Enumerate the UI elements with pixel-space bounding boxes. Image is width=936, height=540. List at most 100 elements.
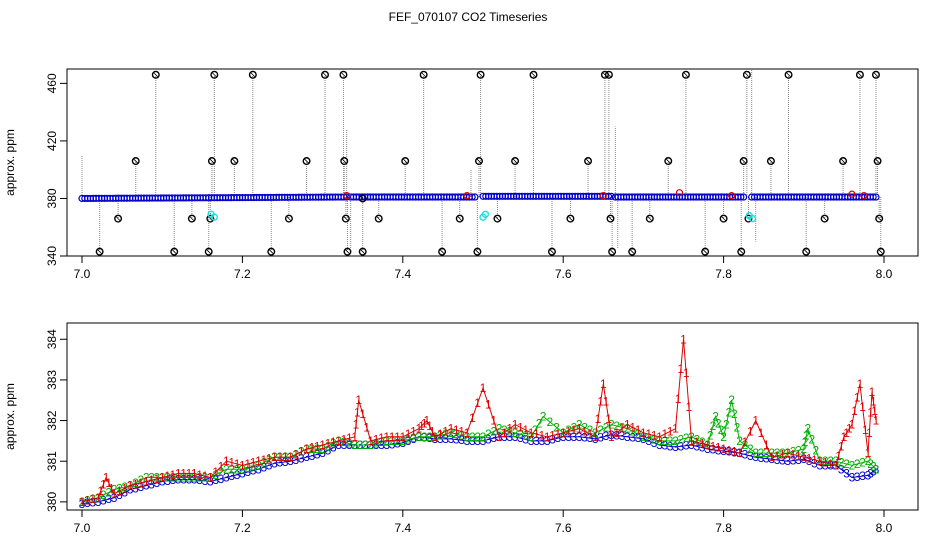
series-point-3: 3	[490, 431, 497, 445]
series-point-1: 1	[399, 430, 406, 444]
series-point-1: 1	[137, 476, 144, 490]
series-point-1: 1	[415, 422, 422, 436]
series-point-3: 3	[234, 468, 241, 482]
series-point-3: 3	[581, 431, 588, 445]
series-point-2: 2	[710, 419, 717, 433]
series-point-3: 3	[255, 462, 262, 476]
series-point-3: 3	[597, 431, 604, 445]
outlier-ring	[187, 214, 196, 223]
outlier-point	[737, 247, 746, 256]
series-point-1: 1	[426, 419, 433, 433]
outlier-point	[343, 247, 352, 256]
series-point-1: 1	[432, 430, 439, 444]
x-tick-label: 7.4	[394, 267, 411, 281]
series-point-3: 3	[480, 434, 487, 448]
outlier-ring	[604, 70, 613, 79]
series-point-3: 3	[624, 430, 631, 444]
series-point-3: 3	[768, 452, 775, 466]
series-point-3: 3	[699, 441, 706, 455]
series-point-2: 2	[111, 483, 118, 497]
outlier-cross	[721, 216, 726, 221]
series-point-1: 1	[699, 437, 706, 451]
series-point-1: 1	[359, 407, 366, 421]
series-point-1: 1	[629, 420, 636, 434]
outlier-ring	[493, 214, 502, 223]
series-point-2: 2	[619, 420, 626, 434]
series-point-3: 3	[293, 453, 300, 467]
outlier-ring	[547, 247, 556, 256]
series-point-3: 3	[806, 454, 813, 468]
outlier-ring	[210, 70, 219, 79]
series-point-3: 3	[763, 452, 770, 466]
series-point-3: 3	[319, 446, 326, 460]
outlier-cross	[153, 72, 159, 78]
series-point-2: 2	[255, 458, 262, 472]
outlier-cross	[209, 158, 215, 164]
series-point-3: 3	[742, 447, 749, 461]
series-point-3: 3	[186, 473, 193, 487]
series-point-1: 1	[355, 393, 362, 407]
outlier-ring	[737, 247, 746, 256]
series-point-2: 2	[410, 431, 417, 445]
plot-frame	[66, 68, 919, 257]
outlier-point	[284, 214, 293, 223]
series-point-2: 2	[742, 438, 749, 452]
outlier-ring	[875, 214, 884, 223]
outlier-ring	[739, 157, 748, 166]
series-point-1: 1	[865, 446, 872, 460]
outlier-ring	[248, 70, 257, 79]
series-point-1: 1	[363, 420, 370, 434]
series-point-3: 3	[442, 432, 449, 446]
series-point-2: 2	[496, 422, 503, 436]
outlier-point	[358, 194, 367, 203]
series-point-1: 1	[560, 426, 567, 440]
series-point-1: 1	[795, 449, 802, 463]
series-point-3: 3	[469, 434, 476, 448]
x-tick-label: 7.6	[555, 521, 572, 535]
series-point-1: 1	[148, 473, 155, 487]
series-point-1: 1	[121, 481, 128, 495]
series-point-2: 2	[833, 454, 840, 468]
outlier-point	[302, 157, 311, 166]
series-point-2: 2	[234, 462, 241, 476]
outlier-ring	[267, 247, 276, 256]
outlier-ring	[474, 157, 483, 166]
series-point-1: 1	[97, 484, 104, 498]
series-point-2: 2	[822, 454, 829, 468]
series-point-3: 3	[843, 466, 850, 480]
outlier-cross	[803, 249, 809, 254]
series-point-1: 1	[111, 487, 118, 501]
series-point-3: 3	[816, 458, 823, 472]
series-point-2: 2	[346, 437, 353, 451]
series-point-2: 2	[415, 430, 422, 444]
outlier-point	[664, 157, 673, 166]
series-point-2: 2	[849, 458, 856, 472]
outlier-point	[873, 157, 882, 166]
series-point-1: 1	[84, 494, 91, 508]
red-point	[728, 191, 736, 200]
series-point-2: 2	[453, 427, 460, 441]
series-line-1	[81, 339, 877, 503]
series-point-1: 1	[779, 447, 786, 461]
outlier-ring	[401, 157, 410, 166]
series-point-2: 2	[736, 434, 743, 448]
series-point-1: 1	[228, 456, 235, 470]
series-point-3: 3	[271, 456, 278, 470]
series-point-3: 3	[517, 431, 524, 445]
series-point-3: 3	[335, 438, 342, 452]
series-point-2: 2	[779, 446, 786, 460]
outlier-point	[529, 70, 538, 79]
outlier-cross	[568, 216, 573, 221]
series-point-2: 2	[501, 423, 508, 437]
series-point-2: 2	[506, 424, 513, 438]
series-point-2: 2	[421, 430, 428, 444]
outlier-point	[340, 157, 349, 166]
outlier-point	[248, 70, 257, 79]
series-point-3: 3	[873, 462, 880, 476]
series-point-2: 2	[474, 430, 481, 444]
series-point-2: 2	[191, 470, 198, 484]
outlier-point	[455, 214, 464, 223]
outlier-cross	[97, 249, 102, 254]
series-point-3: 3	[309, 449, 316, 463]
series-point-1: 1	[528, 426, 535, 440]
